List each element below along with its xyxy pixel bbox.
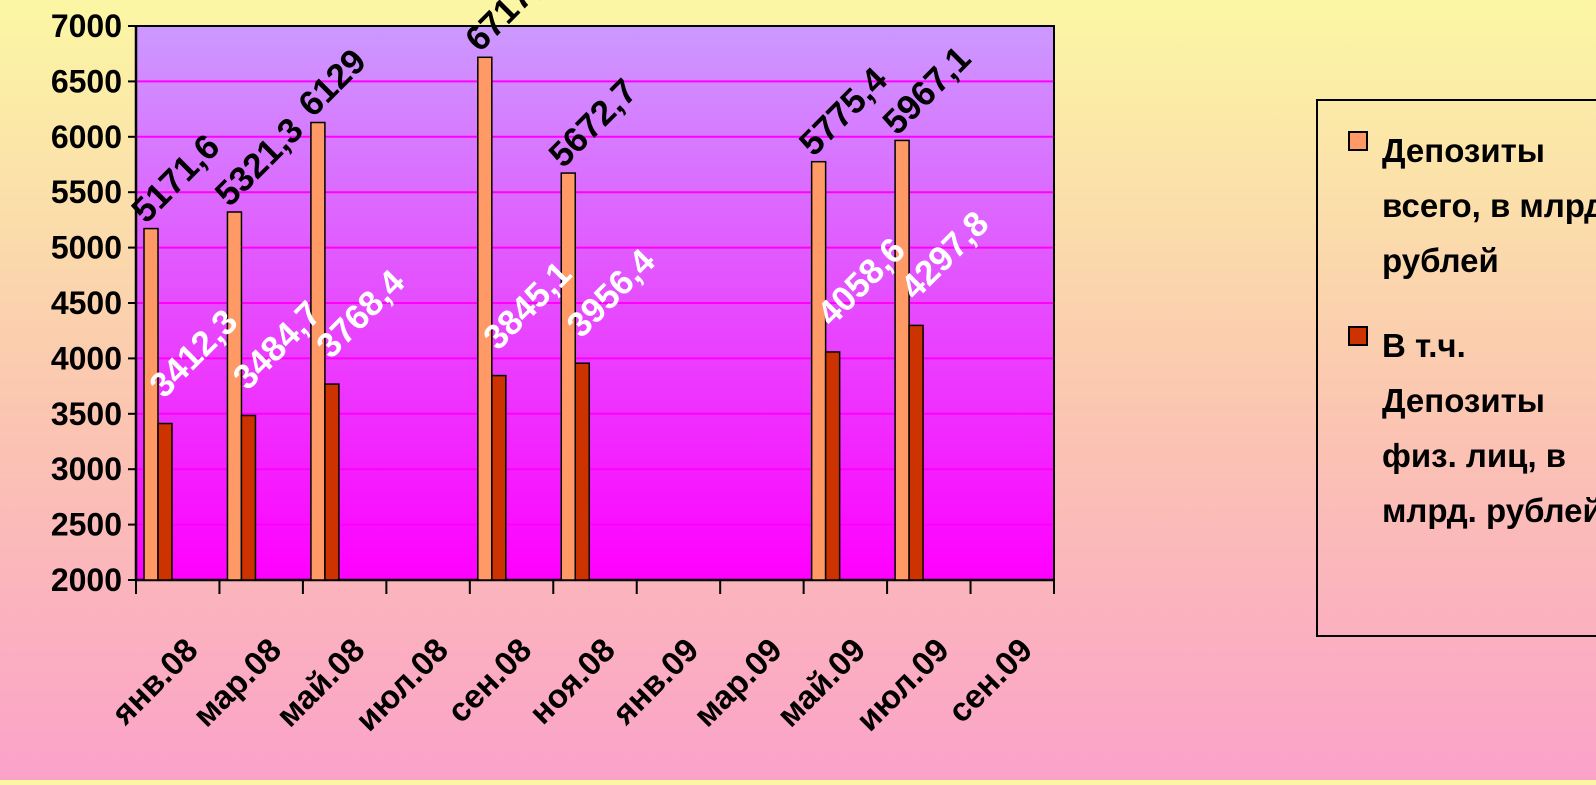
y-tick-label: 5500 (51, 174, 122, 210)
x-tick-label: мар.09 (686, 631, 789, 734)
bar-individual-deposits (491, 374, 507, 581)
y-tick-label: 6000 (51, 119, 122, 155)
bar-total-deposits (560, 172, 577, 581)
y-tick-label: 7000 (51, 8, 122, 44)
bar-total-deposits (810, 160, 827, 581)
x-tick-label: июл.08 (348, 631, 455, 738)
x-tick-label: янв.08 (103, 631, 204, 732)
legend-label-total: Депозиты всего, в млрд. рублей (1382, 132, 1596, 279)
x-tick-label: сен.08 (440, 631, 539, 730)
legend-swatch-total (1348, 131, 1368, 151)
bar-individual-deposits (324, 383, 340, 581)
bar-total-deposits (143, 227, 159, 581)
bar-total-deposits (226, 211, 243, 581)
bar-individual-deposits (908, 324, 924, 581)
y-tick-label: 2500 (51, 507, 122, 543)
x-tick-label: мар.08 (185, 631, 288, 734)
bar-total-deposits (477, 56, 493, 581)
y-tick-label: 6500 (51, 63, 122, 99)
y-tick-label: 5000 (51, 230, 122, 266)
x-tick-label: сен.09 (941, 631, 1040, 730)
bar-individual-deposits (824, 351, 841, 581)
y-tick-label: 3000 (51, 451, 122, 487)
y-tick-label: 3500 (51, 396, 122, 432)
y-tick-label: 4000 (51, 340, 122, 376)
legend-swatch-individual (1348, 326, 1368, 346)
bar-total-deposits (894, 139, 910, 581)
y-tick-label: 2000 (51, 562, 122, 598)
x-tick-label: ноя.08 (522, 631, 622, 731)
y-tick-label: 4500 (51, 285, 122, 321)
bars (143, 56, 924, 581)
legend-item-individual-deposits: В т.ч. Депозиты физ. лиц, в млрд. рублей (1348, 318, 1596, 538)
bar-individual-deposits (574, 362, 591, 581)
bar-individual-deposits (240, 414, 257, 581)
chart-legend: Депозиты всего, в млрд. рублей В т.ч. Де… (1316, 99, 1596, 637)
legend-item-total-deposits: Депозиты всего, в млрд. рублей (1348, 123, 1596, 288)
bar-total-deposits (310, 121, 326, 581)
legend-label-individual: В т.ч. Депозиты физ. лиц, в млрд. рублей (1382, 327, 1596, 529)
x-tick-label: янв.09 (604, 631, 705, 732)
bar-individual-deposits (157, 422, 173, 581)
x-tick-label: июл.09 (849, 631, 956, 738)
